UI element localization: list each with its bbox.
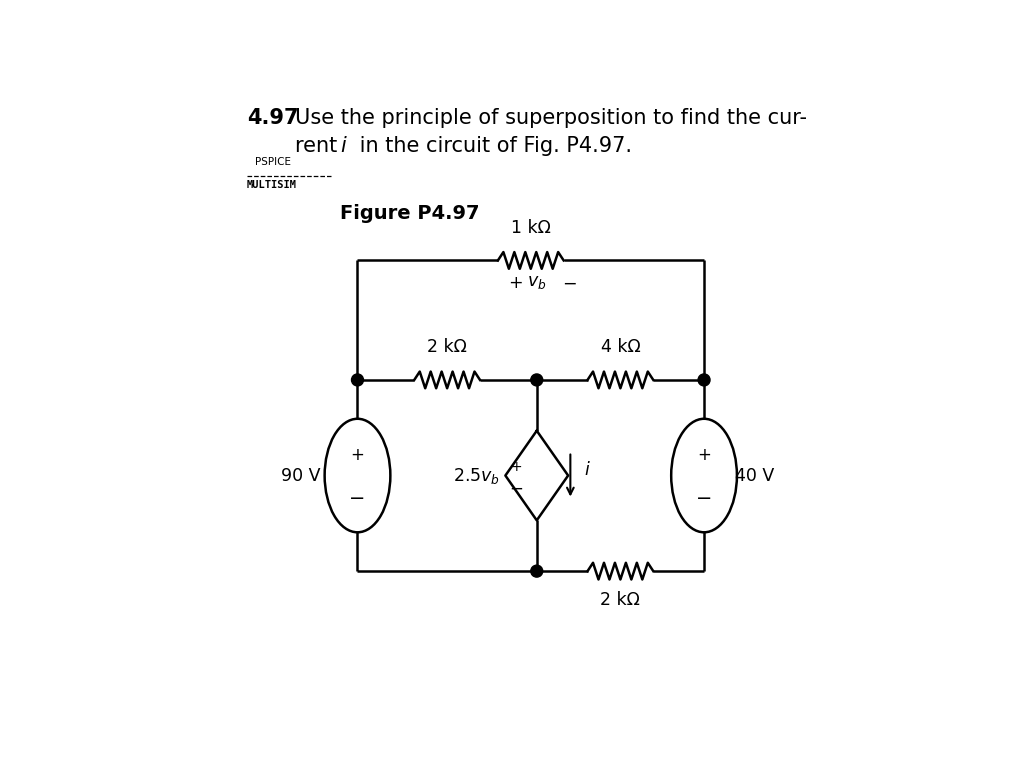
Text: i: i <box>341 136 346 156</box>
Circle shape <box>530 374 543 386</box>
Circle shape <box>351 374 364 386</box>
Text: 2 kΩ: 2 kΩ <box>427 338 467 356</box>
Text: PSPICE: PSPICE <box>255 157 291 167</box>
Text: Use the principle of superposition to find the cur-: Use the principle of superposition to fi… <box>295 108 807 128</box>
Text: 2 kΩ: 2 kΩ <box>600 591 640 609</box>
Text: +: + <box>509 274 523 292</box>
Text: +: + <box>697 445 711 463</box>
Text: 40 V: 40 V <box>735 466 774 484</box>
Text: −: − <box>562 274 577 292</box>
Text: 1 kΩ: 1 kΩ <box>511 219 551 237</box>
Text: rent: rent <box>295 136 344 156</box>
Text: 4.97: 4.97 <box>247 108 298 128</box>
Text: −: − <box>696 489 713 508</box>
Text: +: + <box>350 445 365 463</box>
Text: Figure P4.97: Figure P4.97 <box>340 203 479 223</box>
Circle shape <box>530 565 543 577</box>
Text: $i$: $i$ <box>584 461 591 479</box>
Text: MULTISIM: MULTISIM <box>247 180 297 190</box>
Text: −: − <box>349 489 366 508</box>
Text: $v_b$: $v_b$ <box>527 273 547 291</box>
Text: in the circuit of Fig. P4.97.: in the circuit of Fig. P4.97. <box>353 136 632 156</box>
Text: 90 V: 90 V <box>281 466 321 484</box>
Text: $2.5v_b$: $2.5v_b$ <box>453 466 500 486</box>
Text: −: − <box>510 480 523 497</box>
Circle shape <box>698 374 710 386</box>
Text: +: + <box>511 459 522 473</box>
Text: 4 kΩ: 4 kΩ <box>600 338 640 356</box>
